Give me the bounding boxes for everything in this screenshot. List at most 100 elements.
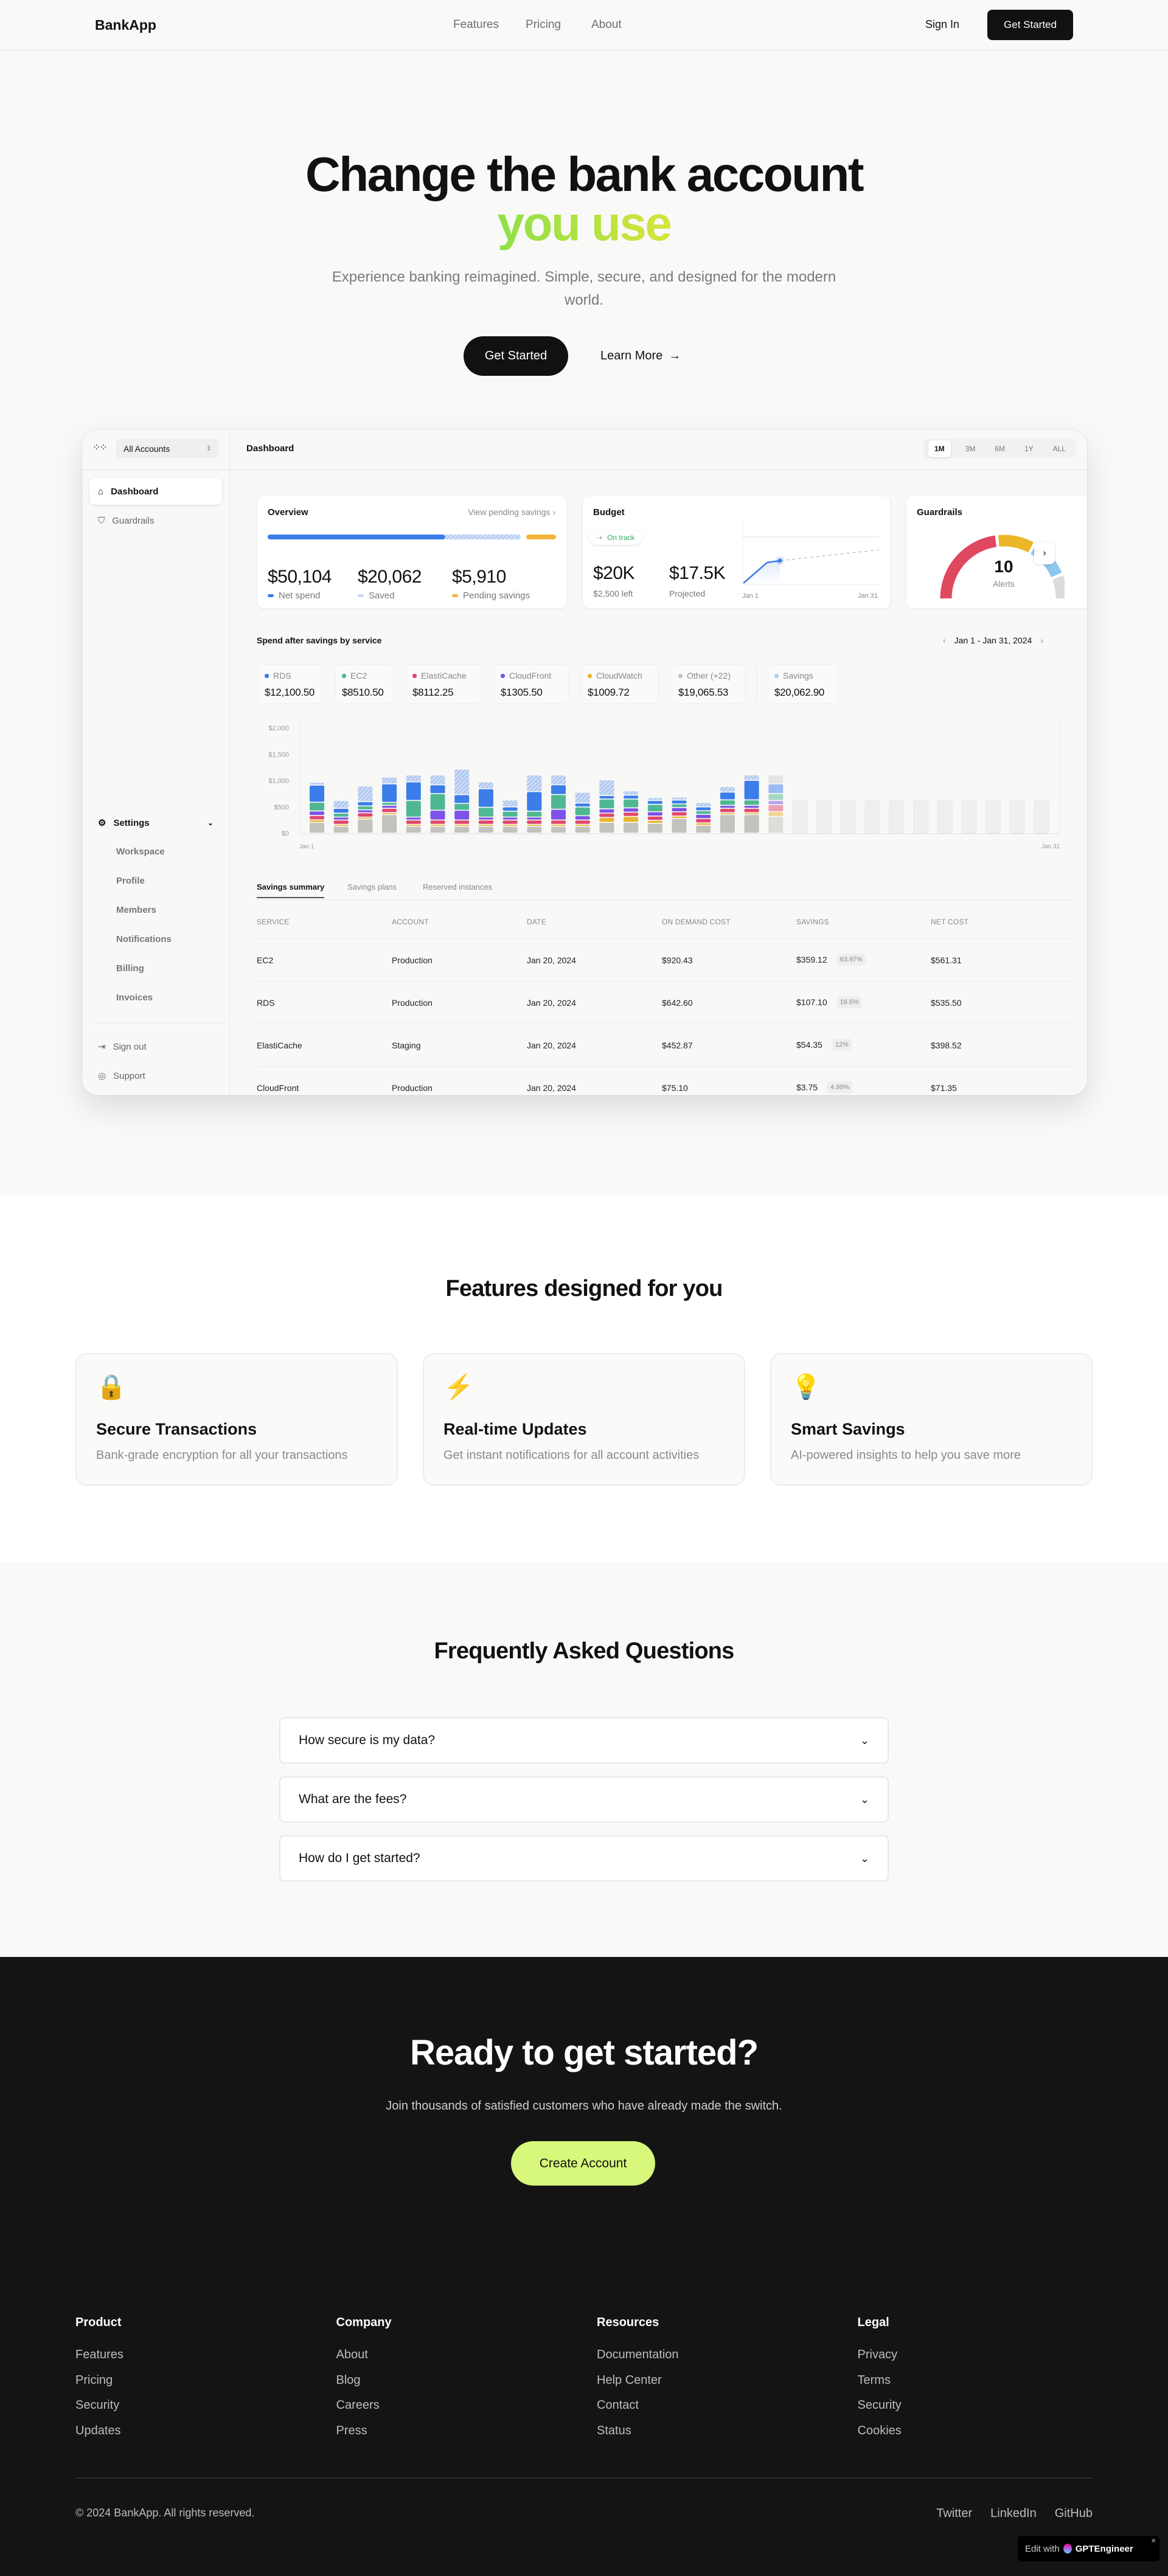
legend-card-other-22-[interactable]: Other (+22) $19,065.53 <box>672 664 745 704</box>
footer-link[interactable]: About <box>336 2348 368 2361</box>
sidebar-sub-workspace[interactable]: Workspace <box>116 847 165 857</box>
tab-reserved-instances[interactable]: Reserved instances <box>423 882 493 892</box>
footer-link[interactable]: Privacy <box>857 2348 898 2361</box>
table-cell: CloudFront <box>257 1083 299 1093</box>
bar-segment-other-22- <box>551 826 566 833</box>
sidebar-sub-profile[interactable]: Profile <box>116 876 145 886</box>
social-github[interactable]: GitHub <box>1054 2507 1093 2520</box>
time-range-6m[interactable]: 6M <box>995 444 1005 453</box>
time-range-tabs: 1M 3M 6M 1Y ALL <box>923 439 1076 458</box>
sidebar-sub-members[interactable]: Members <box>116 905 156 915</box>
footer-link[interactable]: Pricing <box>75 2373 113 2387</box>
create-account-button[interactable]: Create Account <box>511 2141 655 2186</box>
legend-card-cloudwatch[interactable]: CloudWatch $1009.72 <box>581 664 659 704</box>
faq-item[interactable]: How secure is my data? ⌄ <box>279 1717 889 1764</box>
feature-desc: AI-powered insights to help you save mor… <box>791 1449 1021 1462</box>
bar-segment-ec2 <box>599 799 614 809</box>
gptengineer-logo-icon <box>1063 2544 1072 2553</box>
time-range-1m[interactable]: 1M <box>928 440 951 457</box>
sidebar-sub-billing[interactable]: Billing <box>116 963 144 974</box>
bar-segment-rds <box>527 792 542 811</box>
next-chevron-button[interactable]: › <box>1034 542 1055 564</box>
legend-card-savings[interactable]: Savings $20,062.90 <box>768 664 838 704</box>
table-row[interactable]: RDS Production Jan 20, 2024 $642.60 $107.10 1… <box>82 996 1087 1010</box>
footer-link[interactable]: Updates <box>75 2423 121 2437</box>
nav-link-about[interactable]: About <box>591 18 622 31</box>
brand-logo[interactable]: BankApp <box>95 17 156 33</box>
bar-segment-rds <box>333 808 349 813</box>
sidebar-sign-out[interactable]: ⇥ Sign out <box>89 1033 222 1060</box>
hero-get-started-button[interactable]: Get Started <box>464 336 568 376</box>
shield-icon: ⛉ <box>98 515 105 526</box>
footer-link[interactable]: Help Center <box>597 2373 662 2387</box>
sidebar-item-dashboard[interactable]: ⌂ Dashboard <box>89 478 222 505</box>
footer-link[interactable]: Security <box>857 2398 902 2412</box>
table-row[interactable]: ElastiCache Staging Jan 20, 2024 $452.87 $54… <box>82 1039 1087 1053</box>
close-icon[interactable]: × <box>1151 2536 1156 2545</box>
nav-get-started-button[interactable]: Get Started <box>987 10 1073 40</box>
nav-link-features[interactable]: Features <box>453 18 499 31</box>
bar-segment-elasticache <box>720 808 735 812</box>
footer-link[interactable]: Security <box>75 2398 120 2412</box>
bar-segment-ec2 <box>430 794 445 810</box>
bar-segment-elasticache <box>599 813 614 817</box>
bar-segment-cloudfront <box>599 809 614 813</box>
bar-segment-cloudfront <box>672 808 687 812</box>
time-range-all[interactable]: ALL <box>1052 444 1066 453</box>
footer-link[interactable]: Documentation <box>597 2348 679 2361</box>
account-select[interactable]: All Accounts ⇕ <box>116 439 219 458</box>
bar-segment-cloudfront <box>333 817 349 820</box>
social-twitter[interactable]: Twitter <box>936 2507 973 2520</box>
footer-link[interactable]: Features <box>75 2348 123 2361</box>
gear-icon: ⚙ <box>98 818 106 828</box>
table-cell: $398.52 <box>931 1040 962 1050</box>
legend-value: $8112.25 <box>412 687 454 698</box>
legend-card-cloudfront[interactable]: CloudFront $1305.50 <box>494 664 569 704</box>
social-links: Twitter LinkedIn GitHub <box>936 2507 1093 2521</box>
legend-card-rds[interactable]: RDS $12,100.50 <box>258 664 322 704</box>
time-range-3m[interactable]: 3M <box>965 444 976 453</box>
view-pending-savings-link[interactable]: View pending savings › <box>468 507 555 517</box>
future-day-bar <box>1034 800 1049 834</box>
sign-in-link[interactable]: Sign In <box>925 18 960 30</box>
footer-link[interactable]: Status <box>597 2423 631 2437</box>
footer-link[interactable]: Press <box>336 2423 367 2437</box>
footer-link[interactable]: Careers <box>336 2398 380 2412</box>
footer-link[interactable]: Cookies <box>857 2423 902 2437</box>
legend-card-elasticache[interactable]: ElastiCache $8112.25 <box>406 664 482 704</box>
bar-segment-rds <box>382 784 397 802</box>
footer-link[interactable]: Terms <box>857 2373 891 2387</box>
badge-prefix: Edit with <box>1025 2543 1060 2554</box>
sidebar-sub-notifications[interactable]: Notifications <box>116 934 172 944</box>
spend-bar-chart: $2,000 $1,500 $1,000 $500 $0 Jan 1 Jan 31 <box>268 723 1060 850</box>
tab-savings-plans[interactable]: Savings plans <box>347 882 397 892</box>
bar-segment-other-22- <box>599 823 614 833</box>
link-label: View pending savings <box>468 507 551 517</box>
chevron-right-icon[interactable]: › <box>1040 635 1043 645</box>
sidebar-settings-toggle[interactable]: ⚙ Settings ⌄ <box>89 809 222 836</box>
legend-label: RDS <box>273 671 291 680</box>
tab-savings-summary[interactable]: Savings summary <box>257 882 325 898</box>
chevron-left-icon[interactable]: ‹ <box>943 635 946 645</box>
bar-segment-cloudfront <box>744 806 759 808</box>
bar-segment-savings <box>478 782 493 789</box>
nav-link-pricing[interactable]: Pricing <box>526 18 561 31</box>
faq-item[interactable]: What are the fees? ⌄ <box>279 1776 889 1823</box>
gptengineer-badge[interactable]: Edit with GPTEngineer × <box>1018 2536 1159 2561</box>
legend-name: Savings <box>774 671 832 680</box>
bar-segment-cloudwatch <box>478 825 493 826</box>
bar-segment-rds <box>310 785 324 802</box>
faq-item[interactable]: How do I get started? ⌄ <box>279 1835 889 1882</box>
time-range-1y[interactable]: 1Y <box>1024 444 1034 453</box>
learn-more-link[interactable]: Learn More → <box>600 349 681 363</box>
sidebar-sub-invoices[interactable]: Invoices <box>116 992 153 1003</box>
table-row[interactable]: EC2 Production Jan 20, 2024 $920.43 $359.12 6… <box>82 954 1087 968</box>
social-linkedin[interactable]: LinkedIn <box>990 2507 1037 2520</box>
footer-link[interactable]: Contact <box>597 2398 639 2412</box>
table-row[interactable]: CloudFront Production Jan 20, 2024 $75.10 $3… <box>82 1081 1087 1095</box>
footer-link[interactable]: Blog <box>336 2373 361 2387</box>
sidebar-support[interactable]: ◎ Support <box>89 1062 222 1089</box>
bar-segment-savings <box>382 777 397 784</box>
sidebar-item-guardrails[interactable]: ⛉ Guardrails <box>89 507 222 534</box>
legend-card-ec2[interactable]: EC2 $8510.50 <box>335 664 394 704</box>
